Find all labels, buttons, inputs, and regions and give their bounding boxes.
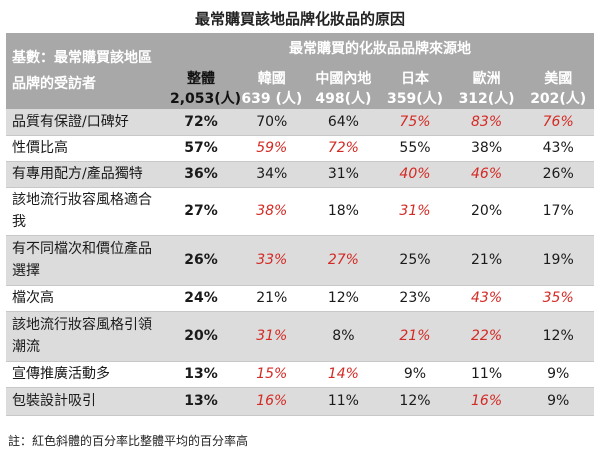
column-name: 歐洲 [472,71,501,87]
table-row: 該地流行妝容風格適合我 27% 38% 18% 31% 20% 17% [6,187,595,235]
percent-cell: 14% [327,366,359,382]
percent-cell: 9% [547,393,570,409]
column-count: 359(人) [386,91,443,107]
table-row: 有專用配方/產品獨特 36% 34% 31% 40% 46% 26% [6,161,595,187]
percent-cell: 31% [256,328,288,344]
percent-cell: 33% [256,252,288,268]
percent-cell: 24% [184,290,218,306]
percent-cell: 46% [471,166,503,182]
percent-cell: 38% [471,140,503,156]
reason-label: 有專用配方/產品獨特 [12,166,143,182]
column-name: 日本 [400,71,429,87]
table-title: 最常購買該地品牌化妝品的原因 [194,10,405,28]
table-row: 性價比高 57% 59% 72% 55% 38% 43% [6,135,595,161]
percent-cell: 55% [399,140,431,156]
percent-cell: 9% [547,366,570,382]
table-row: 檔次高 24% 21% 12% 23% 43% 35% [6,285,595,311]
reason-label: 宣傳推廣活動多 [12,366,110,382]
column-name: 中國內地 [315,71,372,87]
column-count: 2,053(人) [170,91,242,107]
percent-cell: 11% [327,393,359,409]
column-count: 202(人) [530,91,587,107]
percent-cell: 21% [256,290,288,306]
column-header: 歐洲 312(人) [451,63,523,109]
table-row: 該地流行妝容風格引領潮流 20% 31% 8% 21% 22% 12% [6,311,595,361]
percent-cell: 27% [327,252,359,268]
percent-cell: 26% [184,252,218,268]
percent-cell: 21% [399,328,431,344]
percent-cell: 25% [399,252,431,268]
percent-cell: 26% [542,166,574,182]
brand-reasons-table: 基數：最常購買該地區品牌的受訪者 最常購買的化妝品品牌來源地 整體 2,053(人… [6,33,595,416]
percent-cell: 13% [184,366,218,382]
column-header: 日本 359(人) [379,63,451,109]
percent-cell: 16% [471,393,503,409]
reason-label: 包裝設計吸引 [12,393,96,409]
percent-cell: 36% [184,166,218,182]
percent-cell: 34% [256,166,288,182]
origin-span-header: 最常購買的化妝品品牌來源地 [289,41,472,57]
percent-cell: 16% [256,393,288,409]
percent-cell: 20% [184,328,218,344]
column-header: 韓國 639 (人) [236,63,308,109]
column-header: 中國內地 498(人) [308,63,380,109]
percent-cell: 12% [399,393,431,409]
reason-label: 該地流行妝容風格適合我 [12,192,152,230]
percent-cell: 83% [471,113,503,130]
percent-cell: 72% [327,140,359,156]
column-name: 整體 [187,71,215,87]
percent-cell: 23% [399,290,431,306]
percent-cell: 11% [471,366,503,382]
reason-label: 性價比高 [12,140,68,156]
header-row-top: 基數：最常購買該地區品牌的受訪者 最常購買的化妝品品牌來源地 [6,33,595,92]
percent-cell: 40% [399,166,431,182]
column-count: 639 (人) [241,91,303,107]
percent-cell: 43% [471,290,503,306]
column-header: 美國 202(人) [522,63,594,109]
percent-cell: 35% [542,290,574,306]
reason-label: 有不同檔次和價位產品選擇 [12,241,152,279]
percent-cell: 22% [471,328,503,344]
percent-cell: 75% [399,113,431,130]
column-name: 韓國 [257,71,286,87]
percent-cell: 27% [184,203,218,219]
percent-cell: 17% [542,203,574,219]
base-label: 基數：最常購買該地區品牌的受訪者 [12,50,152,92]
percent-cell: 64% [327,113,359,130]
footnote: 註：紅色斜體的百分率比整體平均的百分率高 [8,434,249,448]
percent-cell: 20% [471,203,503,219]
column-count: 312(人) [458,91,515,107]
percent-cell: 18% [327,203,359,219]
percent-cell: 31% [399,203,431,219]
column-name: 美國 [544,71,573,87]
column-header: 整體 2,053(人) [166,63,242,109]
percent-cell: 57% [184,140,218,156]
percent-cell: 8% [332,328,355,344]
percent-cell: 19% [542,252,574,268]
percent-cell: 9% [403,366,427,382]
percent-cell: 15% [256,366,288,382]
percent-cell: 43% [542,140,574,156]
percent-cell: 31% [327,166,359,182]
percent-cell: 70% [256,113,288,130]
table-row: 有不同檔次和價位產品選擇 26% 33% 27% 25% 21% 19% [6,235,595,285]
reason-label: 該地流行妝容風格引領潮流 [12,317,152,355]
percent-cell: 72% [184,113,218,130]
reason-label: 檔次高 [12,290,54,306]
percent-cell: 38% [256,203,288,219]
percent-cell: 76% [542,113,574,130]
percent-cell: 12% [542,328,574,344]
table-row: 品質有保證/口碑好 72% 70% 64% 75% 83% 76% [6,109,595,135]
percent-cell: 21% [471,252,503,268]
percent-cell: 12% [327,290,359,306]
table-row: 宣傳推廣活動多 13% 15% 14% 9% 11% 9% [6,361,595,387]
reason-label: 品質有保證/口碑好 [12,113,129,130]
percent-cell: 13% [184,393,218,409]
column-count: 498(人) [315,91,372,107]
percent-cell: 59% [256,140,288,156]
table-row: 包裝設計吸引 13% 16% 11% 12% 16% 9% [6,387,595,415]
